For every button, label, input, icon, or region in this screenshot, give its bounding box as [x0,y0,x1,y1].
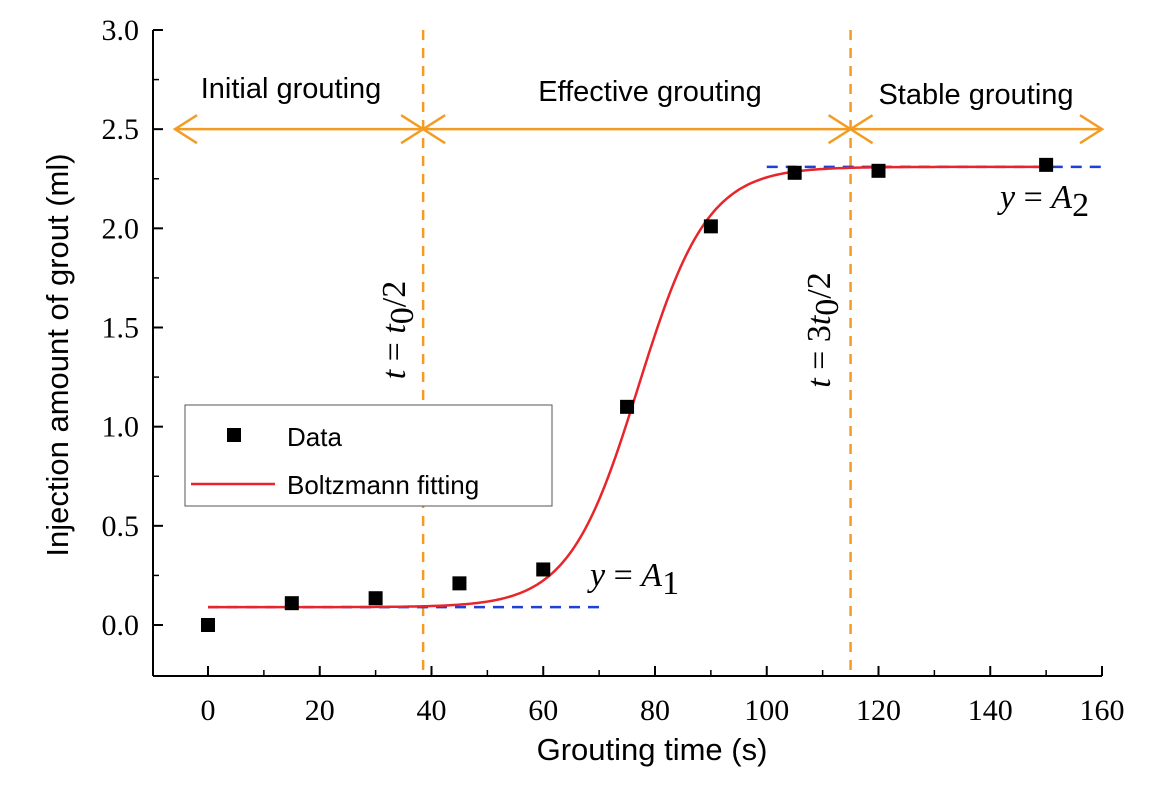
legend-box [184,404,553,507]
y-tick-label: 0.0 [102,609,140,642]
y-tick-label: 1.0 [102,411,140,444]
x-tick-label: 20 [305,694,335,727]
asymptote-label-a2: y = A2 [997,179,1089,224]
region-label-effective: Effective grouting [538,76,762,108]
tick-labels: 0.0 0.5 1.0 1.5 2.0 2.5 3.0 0 20 40 60 80 100 120 140 1… [102,14,1125,727]
data-point [368,591,383,606]
data-point [787,165,802,180]
y-tick-label: 1.5 [102,312,140,345]
svg-text:t = 3t0/2: t = 3t0/2 [801,272,846,388]
x-tick-label: 140 [968,694,1013,727]
data-point [620,399,635,414]
axes [152,29,1103,677]
data-point [1039,157,1054,172]
fit-layer [208,165,1047,609]
region-label-stable: Stable grouting [878,79,1073,111]
x-tick-label: 100 [744,694,789,727]
legend: Data Boltzmann fitting [184,404,553,507]
data-point [703,219,718,234]
region-label-initial: Initial grouting [201,73,382,105]
x-tick-label: 120 [856,694,901,727]
y-tick-label: 0.5 [102,510,140,543]
boltzmann-fit-line [208,165,1047,609]
data-points [201,157,1054,632]
region-arrowhead [848,114,874,145]
asymptote-label-a1: y = A1 [587,557,679,602]
x-tick-label: 160 [1080,694,1125,727]
legend-data-marker [227,428,241,442]
vline-label-t0-half: t = t0/2 [376,281,421,380]
legend-fit-label: Boltzmann fitting [287,470,479,500]
y-tick-label: 2.5 [102,113,140,146]
x-tick-label: 80 [640,694,670,727]
y-axis-title: Injection amount of grout (ml) [40,153,75,556]
data-point [452,576,467,591]
y-tick-label: 2.0 [102,212,140,245]
region-arrowhead [172,114,198,145]
x-tick-label: 0 [201,694,216,727]
x-axis-title: Grouting time (s) [537,732,768,767]
svg-text:t = t0/2: t = t0/2 [376,281,421,380]
data-point [536,562,551,577]
x-tick-label: 60 [528,694,558,727]
data-point [871,163,886,178]
region-arrowhead [420,114,446,145]
legend-data-label: Data [287,422,342,452]
data-point [201,618,215,632]
region-arrowhead [1079,114,1105,145]
y-tick-label: 3.0 [102,14,140,47]
x-tick-label: 40 [417,694,447,727]
data-point [284,596,299,611]
region-arrows [172,114,1105,145]
vline-label-3t0-half: t = 3t0/2 [801,272,846,388]
